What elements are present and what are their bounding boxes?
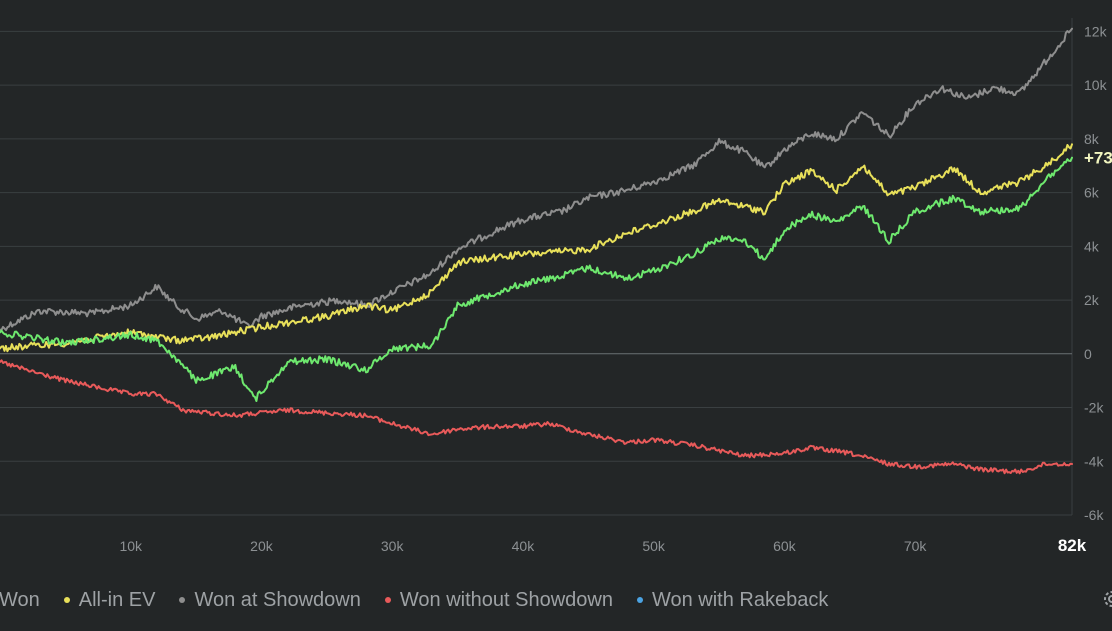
end-labels: +73 [1084,149,1112,168]
y-tick-label: 12k [1084,23,1108,39]
legend-dot [384,597,391,603]
y-tick-label: 0 [1084,346,1092,362]
y-tick-label: -2k [1084,400,1104,416]
series-line-won [0,156,1073,402]
grid-lines [0,18,1073,516]
series-line-won-at-showdown [0,27,1073,332]
legend: Won All-in EV Won at Showdown Won withou… [0,586,1112,614]
y-tick-label: 6k [1084,185,1100,201]
legend-dot [63,597,70,603]
legend-dot [179,597,186,603]
legend-dot [636,597,643,603]
y-tick-label: 10k [1084,77,1108,93]
legend-item-won-at-showdown[interactable]: Won at Showdown [179,588,361,612]
series-line-won-without-showdown [0,359,1073,475]
legend-item-won-without-showdown[interactable]: Won without Showdown [384,588,613,612]
y-tick-label: -6k [1084,507,1104,523]
y-tick-label: 8k [1084,131,1100,147]
legend-item-won-with-rakeback[interactable]: Won with Rakeback [636,588,829,612]
x-tick-label: 10k [119,538,143,554]
x-tick-label: 50k [642,538,666,554]
x-tick-label: 70k [904,538,928,554]
legend-label: Won at Showdown [194,588,361,611]
y-tick-label: 4k [1084,238,1100,254]
legend-label: Won with Rakeback [651,588,829,611]
x-tick-label: 60k [773,538,797,554]
y-tick-label: 2k [1084,292,1100,308]
x-axis-ticks: 10k 20k 30k 40k 50k 60k 70k 82k [119,536,1086,555]
gear-icon[interactable] [1100,587,1112,611]
x-tick-label: 20k [250,538,274,554]
x-end-label: 82k [1058,536,1087,555]
legend-label: Won without Showdown [399,588,613,611]
legend-item-won[interactable]: Won [0,589,40,612]
legend-label: All-in EV [78,588,156,611]
x-tick-label: 40k [512,538,536,554]
y-tick-label: -4k [1084,453,1104,469]
series-line-all-in-ev [0,143,1073,353]
series-end-value-label: +73 [1084,149,1112,168]
y-axis-ticks: 12k 10k 8k 6k 4k 2k 0 -2k -4k -6k [1084,23,1108,523]
legend-label: Won [0,588,40,611]
legend-item-all-in-ev[interactable]: All-in EV [63,588,156,612]
x-tick-label: 30k [381,538,405,554]
series-lines [0,27,1073,475]
